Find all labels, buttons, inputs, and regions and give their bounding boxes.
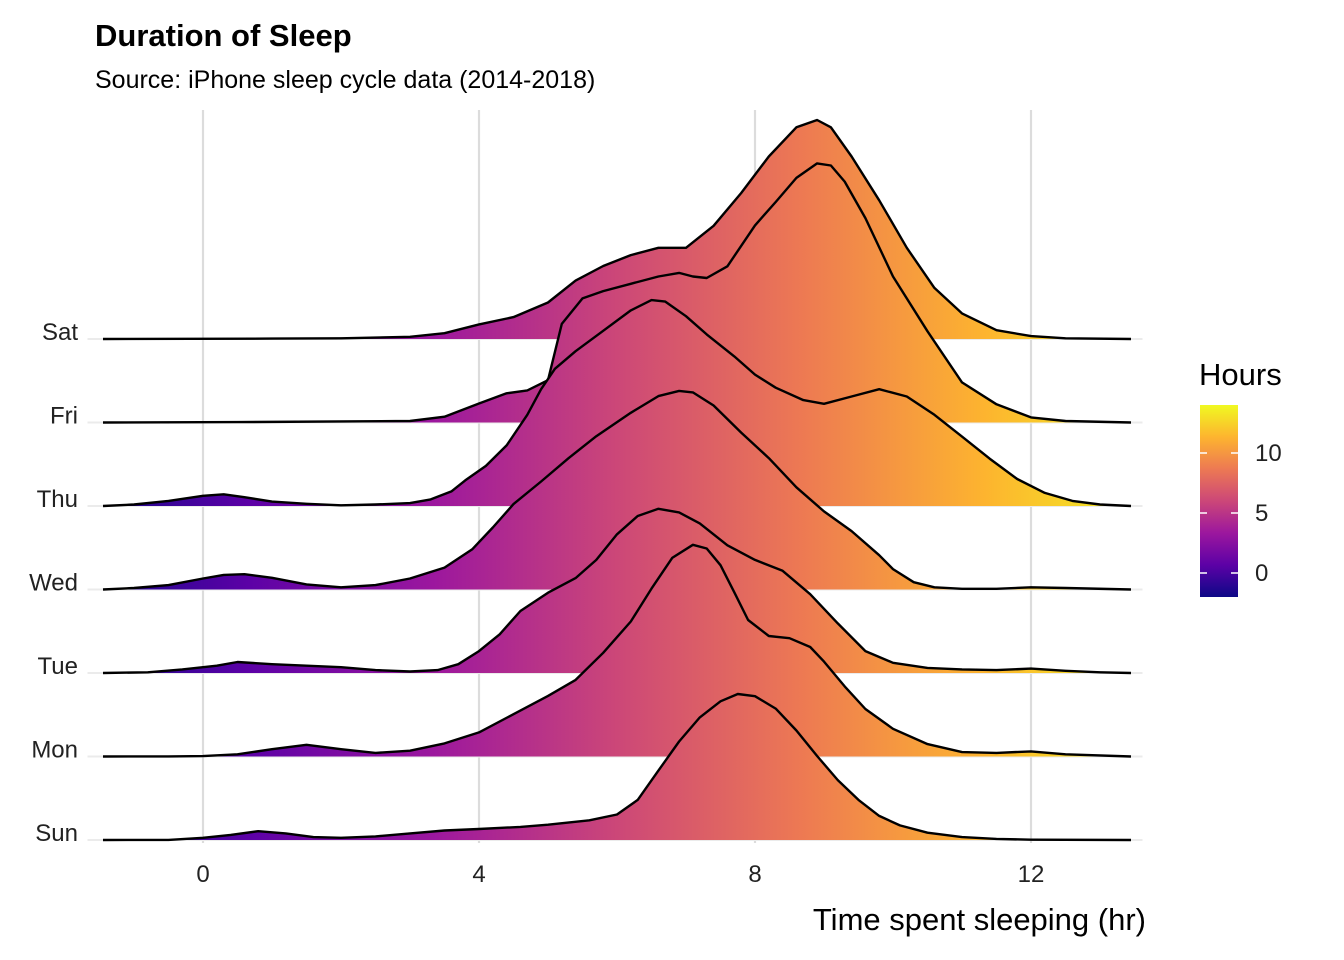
legend-title: Hours <box>1199 357 1282 392</box>
y-tick-label: Tue <box>38 653 78 680</box>
y-tick-label: Fri <box>50 403 78 430</box>
y-tick-label: Mon <box>31 737 78 764</box>
chart-title: Duration of Sleep <box>95 18 352 53</box>
ridge-mon <box>102 543 1132 758</box>
chart-subtitle: Source: iPhone sleep cycle data (2014-20… <box>95 66 595 94</box>
ridge-area <box>103 300 1131 506</box>
ridge-area <box>103 508 1131 673</box>
color-legend: Hours 0 5 10 <box>1199 357 1282 597</box>
x-tick-label: 8 <box>748 861 761 888</box>
legend-tick-label: 5 <box>1255 500 1268 527</box>
y-tick-label: Thu <box>37 486 78 513</box>
ridge-line <box>102 389 1132 591</box>
ridge-area <box>103 163 1131 423</box>
legend-tick-label: 10 <box>1255 440 1282 467</box>
y-tick-label: Wed <box>29 570 78 597</box>
ridge-line <box>102 543 1132 758</box>
ridge-line <box>102 507 1132 675</box>
ridge-wed <box>102 389 1132 591</box>
x-axis: 0 4 8 12 <box>196 861 1044 888</box>
legend-tick-label: 0 <box>1255 560 1268 587</box>
x-tick-label: 12 <box>1018 861 1045 888</box>
y-tick-label: Sun <box>35 820 78 847</box>
legend-colorbar <box>1200 405 1238 597</box>
y-axis: Sun Mon Tue Wed Thu Fri Sat <box>29 319 78 847</box>
ridges <box>102 118 1132 842</box>
x-axis-title: Time spent sleeping (hr) <box>813 902 1146 937</box>
ridge-line <box>102 162 1132 424</box>
y-tick-label: Sat <box>42 319 78 346</box>
ridge-area <box>103 390 1131 590</box>
ridge-tue <box>102 507 1132 675</box>
ridge-area <box>103 544 1131 757</box>
ridge-line <box>102 118 1132 341</box>
ridge-sun <box>102 692 1132 842</box>
x-tick-label: 4 <box>472 861 485 888</box>
ridge-fri <box>102 162 1132 424</box>
ridge-thu <box>102 298 1132 508</box>
x-tick-label: 0 <box>196 861 209 888</box>
legend-ticks: 0 5 10 <box>1200 440 1282 587</box>
ridge-line <box>102 298 1132 508</box>
ridge-line <box>102 692 1132 842</box>
